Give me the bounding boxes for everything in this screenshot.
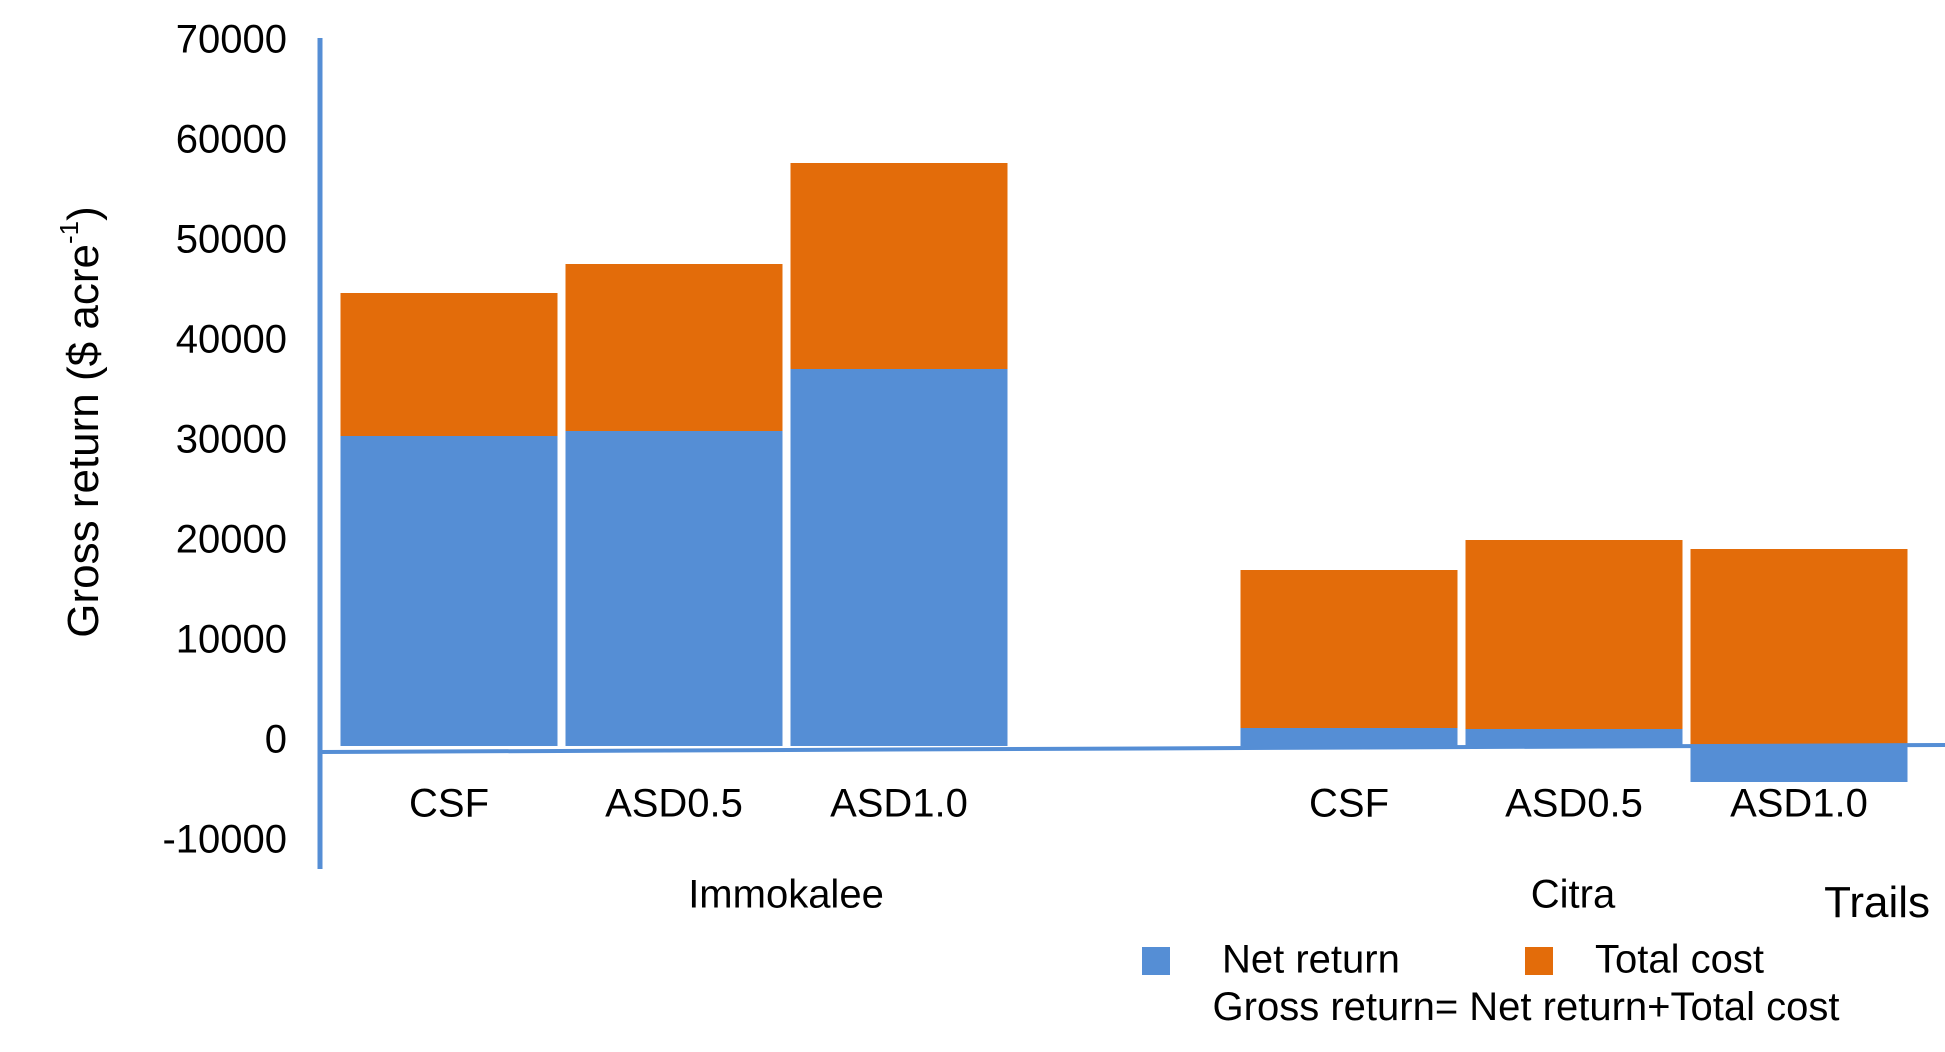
y-axis-title-close: ) [59, 206, 108, 221]
x-axis-title: Trails [1824, 878, 1930, 927]
y-tick-label: 0 [265, 718, 287, 762]
legend-swatch-net-return [1142, 947, 1170, 975]
category-label: ASD0.5 [605, 782, 743, 826]
bar-net-return-immokalee-asd05 [565, 431, 783, 746]
group-label-citra: Citra [1531, 873, 1616, 917]
axes-layer [317, 38, 1945, 869]
bar-total-cost-citra-asd10 [1690, 549, 1908, 746]
bar-total-cost-immokalee-asd10 [790, 163, 1008, 369]
category-label: ASD1.0 [1730, 782, 1868, 826]
bar-net-return-citra-asd05 [1465, 729, 1683, 746]
bar-total-cost-immokalee-csf [340, 293, 558, 436]
category-label: CSF [409, 782, 489, 826]
y-tick-labels: 70000 60000 50000 40000 30000 20000 10000 0 -100… [162, 18, 287, 862]
y-tick-label: 10000 [176, 618, 287, 662]
category-label: CSF [1309, 782, 1389, 826]
legend: Net return Total cost [1142, 938, 1764, 982]
y-axis-title-main: Gross return ($ acre [59, 244, 108, 638]
group-label-immokalee: Immokalee [688, 873, 884, 917]
bar-net-return-immokalee-csf [340, 436, 558, 746]
legend-label-net-return: Net return [1222, 938, 1400, 982]
y-axis-title: Gross return ($ acre-1) [54, 206, 108, 637]
category-labels: CSF ASD0.5 ASD1.0 CSF ASD0.5 ASD1.0 [409, 782, 1868, 826]
bar-net-return-citra-csf [1240, 728, 1458, 746]
y-axis-title-sup: -1 [54, 221, 84, 244]
bar-total-cost-citra-csf [1240, 570, 1458, 728]
y-tick-label: 20000 [176, 518, 287, 562]
category-label: ASD0.5 [1505, 782, 1643, 826]
bar-net-return-immokalee-asd10 [790, 369, 1008, 746]
formula-note: Gross return= Net return+Total cost [1213, 985, 1840, 1029]
legend-swatch-total-cost [1525, 947, 1553, 975]
bar-total-cost-citra-asd05 [1465, 540, 1683, 729]
legend-label-total-cost: Total cost [1595, 938, 1764, 982]
y-tick-label: 50000 [176, 218, 287, 262]
bar-net-return-citra-asd10 [1690, 746, 1908, 782]
group-labels: Immokalee Citra [688, 873, 1616, 917]
y-tick-label: 60000 [176, 118, 287, 162]
y-tick-label: 70000 [176, 18, 287, 62]
bars-layer [340, 163, 1908, 782]
y-tick-label: -10000 [162, 818, 287, 862]
category-label: ASD1.0 [830, 782, 968, 826]
x-axis-line [319, 743, 1945, 754]
bar-total-cost-immokalee-asd05 [565, 264, 783, 431]
y-tick-label: 40000 [176, 318, 287, 362]
y-tick-label: 30000 [176, 418, 287, 462]
